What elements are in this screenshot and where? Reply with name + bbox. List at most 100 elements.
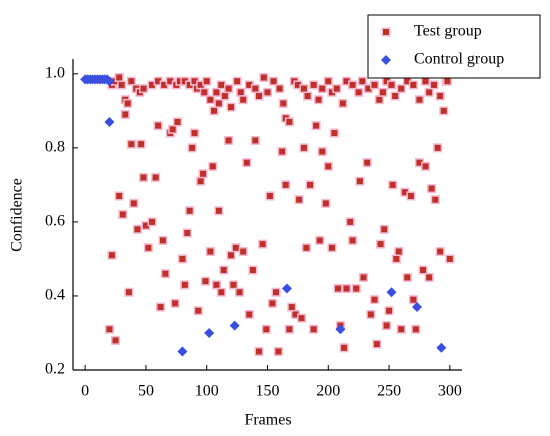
point [303,91,313,101]
point [402,272,412,282]
point [408,80,418,90]
point [238,247,248,257]
point [205,247,215,257]
point [323,161,333,171]
point [244,309,254,319]
point [357,76,367,86]
point [201,276,211,286]
legend-marker [381,27,391,37]
point [376,239,386,249]
point [299,84,309,94]
point [254,346,264,356]
point [439,106,449,116]
point [259,73,269,83]
point [132,224,142,234]
point [182,228,192,238]
point [436,342,447,353]
point [214,206,224,216]
point [232,76,242,86]
point [435,91,445,101]
x-tick-label: 150 [256,383,280,400]
point [309,80,319,90]
point [314,95,324,105]
point [170,298,180,308]
point [445,254,455,264]
point [315,235,325,245]
point [193,306,203,316]
point [394,247,404,257]
point [168,124,178,134]
point [348,80,358,90]
point [386,80,396,90]
legend-label: Control group [414,51,504,68]
point [129,198,139,208]
point [136,139,146,149]
point [421,161,431,171]
x-tick-label: 200 [316,383,340,400]
point [414,95,424,105]
point [224,84,234,94]
point [231,243,241,253]
point [386,287,397,298]
y-tick-label: 1.0 [45,64,65,81]
point [180,280,190,290]
point [354,87,364,97]
point [421,76,431,86]
point [202,76,212,86]
point [242,158,252,168]
y-tick-label: 0.4 [45,287,65,304]
point [250,135,260,145]
point [281,283,292,294]
point [284,117,294,127]
point [226,102,236,112]
point [372,339,382,349]
point [287,302,297,312]
point [408,295,418,305]
point [153,121,163,131]
point [254,91,264,101]
point [327,243,337,253]
point [382,321,392,331]
point [120,110,130,120]
point [238,95,248,105]
point [359,272,369,282]
point [339,343,349,353]
point [424,272,434,282]
point [118,210,128,219]
point [211,87,221,97]
point [335,324,346,335]
point [187,143,197,153]
point [321,198,331,208]
point [305,180,315,190]
point [345,217,355,227]
point [177,254,187,264]
x-axis-label: Frames [244,412,291,429]
point [205,95,215,105]
point [104,116,115,127]
point [214,98,224,108]
point [317,84,327,94]
point [160,269,170,279]
legend-marker [381,55,391,65]
y-tick-label: 0.2 [45,361,65,378]
y-tick-label: 0.8 [45,139,65,156]
point [275,84,285,94]
point [412,302,423,313]
point [258,239,268,249]
point [211,280,221,290]
legend-label: Test group [414,23,482,40]
point [143,243,153,253]
point [369,295,379,305]
point [411,324,421,334]
point [342,284,352,294]
point [114,191,124,201]
point [235,287,245,297]
point [263,87,272,97]
point [369,80,379,90]
point [111,335,121,345]
x-tick-label: 300 [438,383,462,400]
point [156,302,166,312]
x-tick-label: 250 [377,383,401,400]
point [107,250,117,260]
point [139,172,149,182]
